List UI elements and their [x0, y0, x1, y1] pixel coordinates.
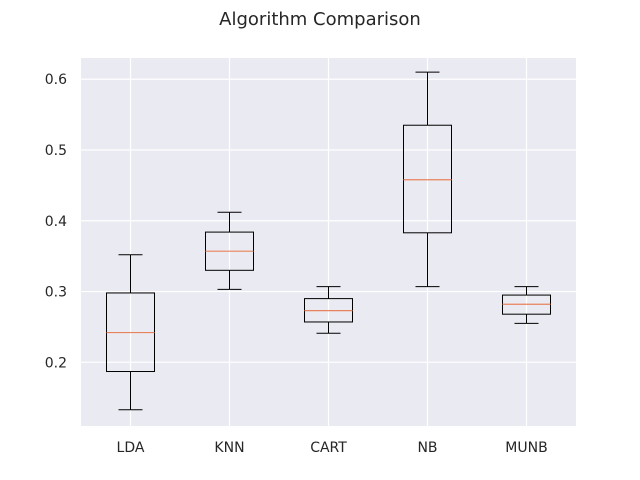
x-tick-label: KNN	[214, 440, 244, 456]
x-tick-label: CART	[310, 440, 347, 456]
box-knn	[205, 211, 254, 290]
y-tick-label: 0.5	[45, 143, 67, 159]
box-nb	[403, 71, 452, 288]
y-tick-label: 0.2	[45, 355, 67, 371]
x-tick-label: MUNB	[505, 440, 547, 456]
box-cart	[304, 286, 353, 334]
x-tick-label: LDA	[117, 440, 145, 456]
x-tick-label: NB	[417, 440, 437, 456]
box-lda	[106, 254, 155, 411]
y-tick-label: 0.6	[45, 72, 67, 88]
x-axis-ticks: LDA KNN CART NB MUNB	[117, 440, 548, 456]
box-munb	[502, 286, 551, 324]
y-tick-label: 0.4	[45, 214, 67, 230]
y-tick-label: 0.3	[45, 285, 67, 301]
y-axis-ticks: 0.2 0.3 0.4 0.5 0.6	[45, 72, 67, 371]
iqr-box	[403, 124, 452, 234]
box-plots	[106, 71, 551, 411]
chart-title: Algorithm Comparison	[219, 9, 421, 30]
